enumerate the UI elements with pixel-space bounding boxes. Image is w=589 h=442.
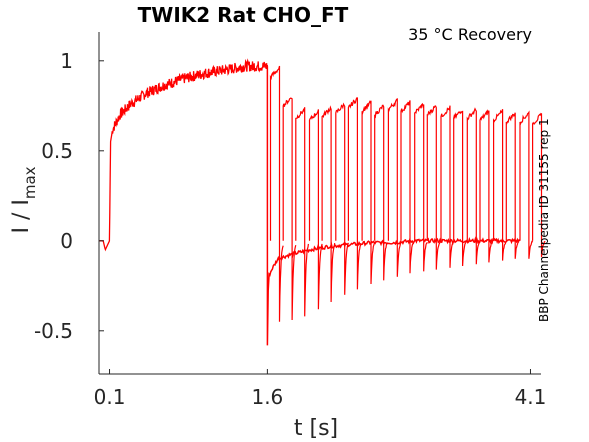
recovery-pulse-trace <box>426 105 441 270</box>
y-tick-label: 0 <box>60 229 73 253</box>
x-tick-label: 1.6 <box>251 385 283 409</box>
trace-activation <box>99 58 269 252</box>
temperature-annotation: 35 °C Recovery <box>408 25 532 44</box>
recovery-pulse-trace <box>519 110 534 259</box>
recovery-pulse-trace <box>269 65 284 322</box>
y-axis-label: I / Imax <box>9 166 39 233</box>
y-axis-label-subscript: max <box>21 166 39 199</box>
recovery-pulse-trace <box>335 102 349 295</box>
axes <box>98 32 541 375</box>
recovery-pulse-trace <box>347 97 362 290</box>
recovery-pulse-trace <box>321 105 336 303</box>
recovery-pulse-trace <box>295 107 309 317</box>
channelpedia-id-label: BBP Channelpedia ID 31155 rep 1 <box>537 118 551 322</box>
x-tick-label: 0.1 <box>94 385 126 409</box>
recovery-pulse-trace <box>400 100 415 274</box>
y-axis-label-main: I / I <box>9 199 34 233</box>
recovery-pulse-trace <box>453 110 467 267</box>
recovery-pulse-trace <box>479 109 494 263</box>
x-tick-label: 4.1 <box>515 385 547 409</box>
recovery-pulse-trace <box>282 97 297 321</box>
recovery-pulse-trace <box>361 100 376 285</box>
recovery-pulse-trace <box>493 109 507 261</box>
tick-labels: -0.5 0 0.5 1 0.1 1.6 4.1 <box>34 49 546 409</box>
y-tick-label: -0.5 <box>34 319 73 343</box>
recovery-pulse-trace <box>532 112 546 258</box>
recovery-pulse-trace <box>308 109 323 310</box>
plot-area <box>99 58 546 346</box>
recovery-pulse-trace <box>374 104 388 281</box>
x-axis-label: t [s] <box>294 416 338 441</box>
recovery-pulse-trace <box>466 107 481 265</box>
recovery-pulse-trace <box>414 102 428 272</box>
y-tick-label: 0.5 <box>41 139 73 163</box>
recovery-pulse-trace <box>505 112 520 259</box>
recovery-pulse-trace <box>440 105 454 268</box>
y-tick-label: 1 <box>60 49 73 73</box>
chart-title: TWIK2 Rat CHO_FT <box>138 3 349 27</box>
recovery-pulse-trace <box>387 98 402 277</box>
trace-deactivation <box>266 66 521 346</box>
